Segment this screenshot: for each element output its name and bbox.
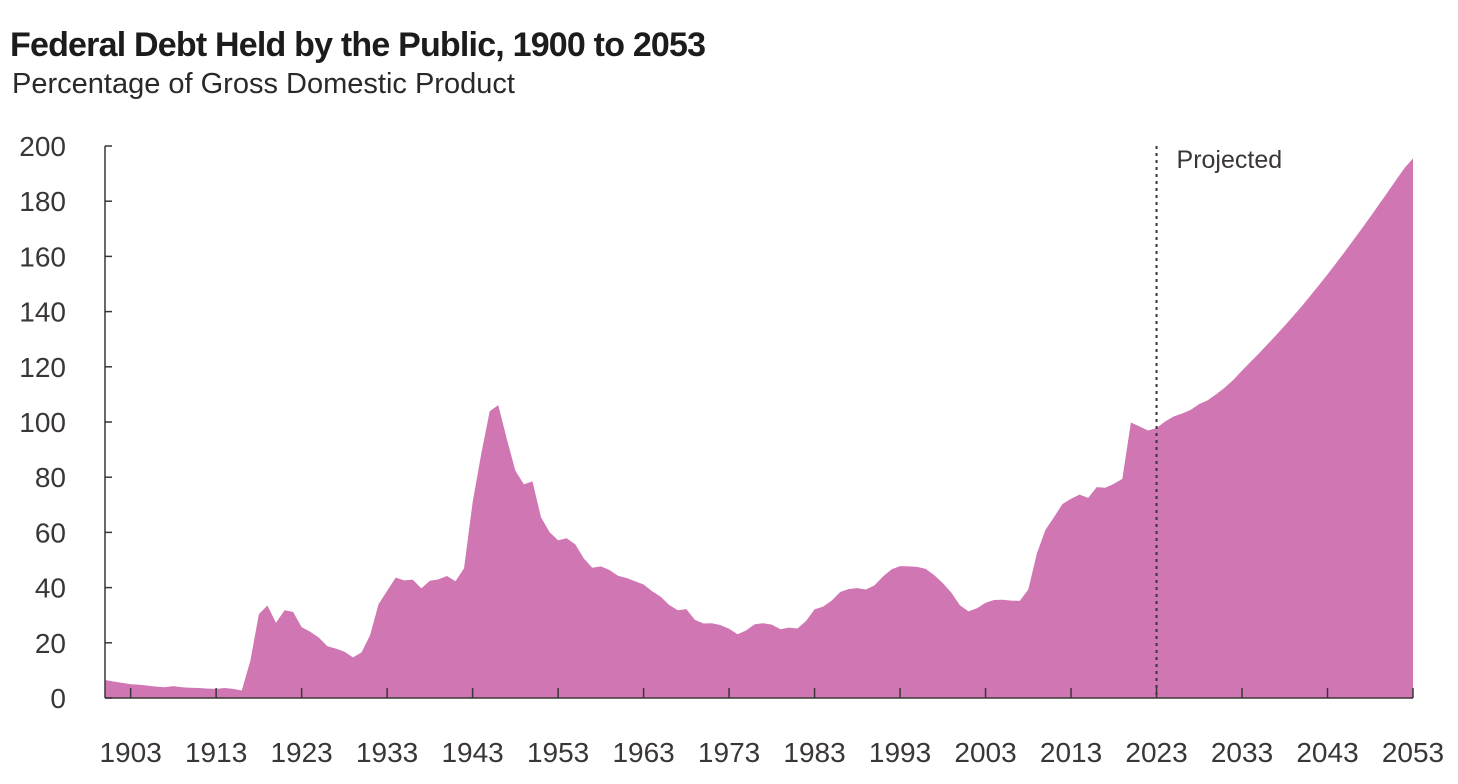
x-tick-label: 1993 <box>869 737 931 768</box>
x-tick-label: 1943 <box>441 737 503 768</box>
x-tick-label: 1913 <box>185 737 247 768</box>
x-tick-label: 2043 <box>1296 737 1358 768</box>
x-tick-label: 2033 <box>1211 737 1273 768</box>
y-tick-label: 140 <box>19 297 66 328</box>
y-tick-label: 100 <box>19 407 66 438</box>
projected-label: Projected <box>1177 146 1283 174</box>
x-tick-label: 2023 <box>1125 737 1187 768</box>
x-tick-label: 2053 <box>1382 737 1444 768</box>
x-tick-label: 1933 <box>356 737 418 768</box>
y-tick-label: 60 <box>35 517 66 548</box>
x-tick-label: 1903 <box>99 737 161 768</box>
chart-title: Federal Debt Held by the Public, 1900 to… <box>10 26 706 64</box>
axis-layer: 0 20 40 60 80 100 120 140 160 180 200 1903 1913 1923 1… <box>19 131 1444 768</box>
y-tick-label: 160 <box>19 241 66 272</box>
x-tick-label: 1963 <box>612 737 674 768</box>
y-tick-label: 20 <box>35 628 66 659</box>
x-tick-label: 2013 <box>1040 737 1102 768</box>
x-tick-label: 1973 <box>698 737 760 768</box>
chart-subtitle: Percentage of Gross Domestic Product <box>12 68 515 100</box>
x-tick-label: 1983 <box>783 737 845 768</box>
annotation-layer: Projected <box>1155 146 1283 698</box>
series-area-0 <box>105 158 1413 699</box>
x-tick-label: 1953 <box>527 737 589 768</box>
area-layer <box>105 158 1413 699</box>
y-tick-label: 0 <box>50 683 66 714</box>
x-tick-label: 1923 <box>270 737 332 768</box>
y-tick-label: 120 <box>19 352 66 383</box>
y-tick-label: 40 <box>35 573 66 604</box>
x-tick-label: 2003 <box>954 737 1016 768</box>
y-tick-label: 200 <box>19 131 66 162</box>
y-tick-label: 180 <box>19 186 66 217</box>
y-tick-label: 80 <box>35 462 66 493</box>
